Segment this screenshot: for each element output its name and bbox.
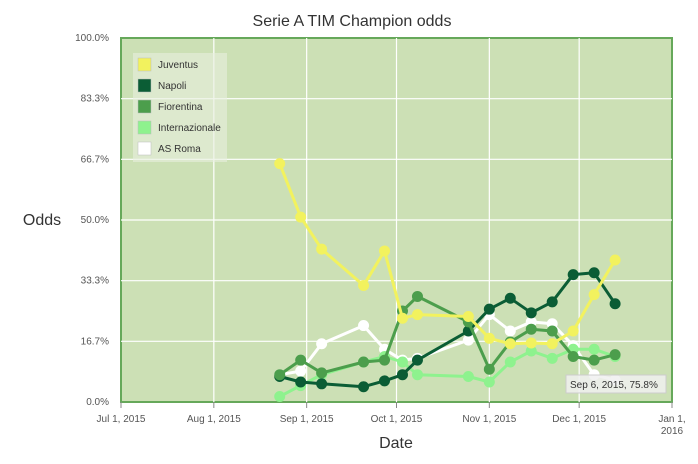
data-point[interactable] xyxy=(358,280,370,292)
data-point[interactable] xyxy=(525,323,537,335)
y-axis-label: Odds xyxy=(23,212,61,229)
x-axis-label: Date xyxy=(379,435,413,452)
data-point[interactable] xyxy=(525,307,537,319)
data-point[interactable] xyxy=(483,303,495,315)
y-tick-label: 33.3% xyxy=(81,276,109,287)
legend[interactable]: Juventus Napoli Fiorentina Internazionale AS… xyxy=(133,53,227,162)
data-point[interactable] xyxy=(567,269,579,281)
data-point[interactable] xyxy=(609,298,621,310)
x-axis-ticks: Jul 1, 2015 Aug 1, 2015 Sep 1, 2015 Oct 1, … xyxy=(97,402,686,437)
data-point[interactable] xyxy=(295,376,307,388)
data-point[interactable] xyxy=(609,349,621,361)
data-point[interactable] xyxy=(295,365,307,377)
data-point[interactable] xyxy=(462,334,474,346)
tooltip: Sep 6, 2015, 75.8% xyxy=(565,374,667,394)
data-point[interactable] xyxy=(483,363,495,375)
y-tick-label: 100.0% xyxy=(75,33,109,44)
data-point[interactable] xyxy=(358,356,370,368)
data-point[interactable] xyxy=(411,290,423,302)
data-point[interactable] xyxy=(609,254,621,266)
data-point[interactable] xyxy=(411,354,423,366)
data-point[interactable] xyxy=(274,158,286,170)
x-tick-label: Jan 1, 2016 xyxy=(658,414,685,437)
legend-swatch[interactable] xyxy=(137,78,152,93)
y-tick-label: 83.3% xyxy=(81,94,109,105)
legend-label[interactable]: Internazionale xyxy=(158,123,221,134)
x-tick-label: Dec 1, 2015 xyxy=(552,414,606,425)
data-point[interactable] xyxy=(588,289,600,301)
data-point[interactable] xyxy=(316,367,328,379)
data-point[interactable] xyxy=(546,338,558,350)
x-tick-label: Oct 1, 2015 xyxy=(371,414,423,425)
data-point[interactable] xyxy=(411,369,423,381)
data-point[interactable] xyxy=(379,245,391,257)
data-point[interactable] xyxy=(567,325,579,337)
x-tick-label: Sep 1, 2015 xyxy=(280,414,334,425)
data-point[interactable] xyxy=(396,312,408,324)
legend-label[interactable]: AS Roma xyxy=(158,144,201,155)
data-point[interactable] xyxy=(504,292,516,304)
data-point[interactable] xyxy=(295,354,307,366)
data-point[interactable] xyxy=(396,356,408,368)
y-tick-label: 50.0% xyxy=(81,215,109,226)
data-point[interactable] xyxy=(504,356,516,368)
legend-label[interactable]: Juventus xyxy=(158,60,198,71)
legend-label[interactable]: Napoli xyxy=(158,81,186,92)
legend-label[interactable]: Fiorentina xyxy=(158,102,203,113)
legend-swatch[interactable] xyxy=(137,57,152,72)
legend-swatch[interactable] xyxy=(137,99,152,114)
data-point[interactable] xyxy=(295,211,307,223)
data-point[interactable] xyxy=(316,243,328,255)
data-point[interactable] xyxy=(379,354,391,366)
y-tick-label: 66.7% xyxy=(81,154,109,165)
y-tick-label: 16.7% xyxy=(81,336,109,347)
data-point[interactable] xyxy=(567,351,579,362)
data-point[interactable] xyxy=(316,378,328,390)
data-point[interactable] xyxy=(411,309,423,321)
y-axis-ticks: 0.0% 16.7% 33.3% 50.0% 66.7% 83.3% 100.0% xyxy=(75,33,109,408)
data-point[interactable] xyxy=(546,325,558,337)
x-tick-label: Nov 1, 2015 xyxy=(462,414,516,425)
data-point[interactable] xyxy=(274,369,286,381)
data-point[interactable] xyxy=(274,391,286,403)
data-point[interactable] xyxy=(358,320,370,332)
chart-title: Serie A TIM Champion odds xyxy=(253,13,452,30)
data-point[interactable] xyxy=(504,338,516,350)
data-point[interactable] xyxy=(483,376,495,388)
data-point[interactable] xyxy=(525,337,537,349)
x-tick-label: Jul 1, 2015 xyxy=(97,414,146,425)
y-tick-label: 0.0% xyxy=(86,397,109,408)
data-point[interactable] xyxy=(316,338,328,350)
tooltip-text: Sep 6, 2015, 75.8% xyxy=(570,380,658,391)
data-point[interactable] xyxy=(396,369,408,381)
data-point[interactable] xyxy=(379,375,391,387)
legend-swatch[interactable] xyxy=(137,120,152,135)
series-group xyxy=(274,158,621,403)
data-point[interactable] xyxy=(546,296,558,308)
tooltip-box xyxy=(565,374,667,394)
data-point[interactable] xyxy=(358,381,370,393)
data-point[interactable] xyxy=(588,267,600,279)
data-point[interactable] xyxy=(546,352,558,364)
series-juventus xyxy=(274,158,621,350)
data-point[interactable] xyxy=(483,332,495,344)
data-point[interactable] xyxy=(504,325,516,337)
gridlines xyxy=(121,38,672,402)
data-point[interactable] xyxy=(462,371,474,383)
legend-swatch[interactable] xyxy=(137,141,152,156)
x-tick-label: Aug 1, 2015 xyxy=(187,414,241,425)
data-point[interactable] xyxy=(588,343,600,355)
data-point[interactable] xyxy=(462,310,474,322)
data-point[interactable] xyxy=(588,354,600,366)
